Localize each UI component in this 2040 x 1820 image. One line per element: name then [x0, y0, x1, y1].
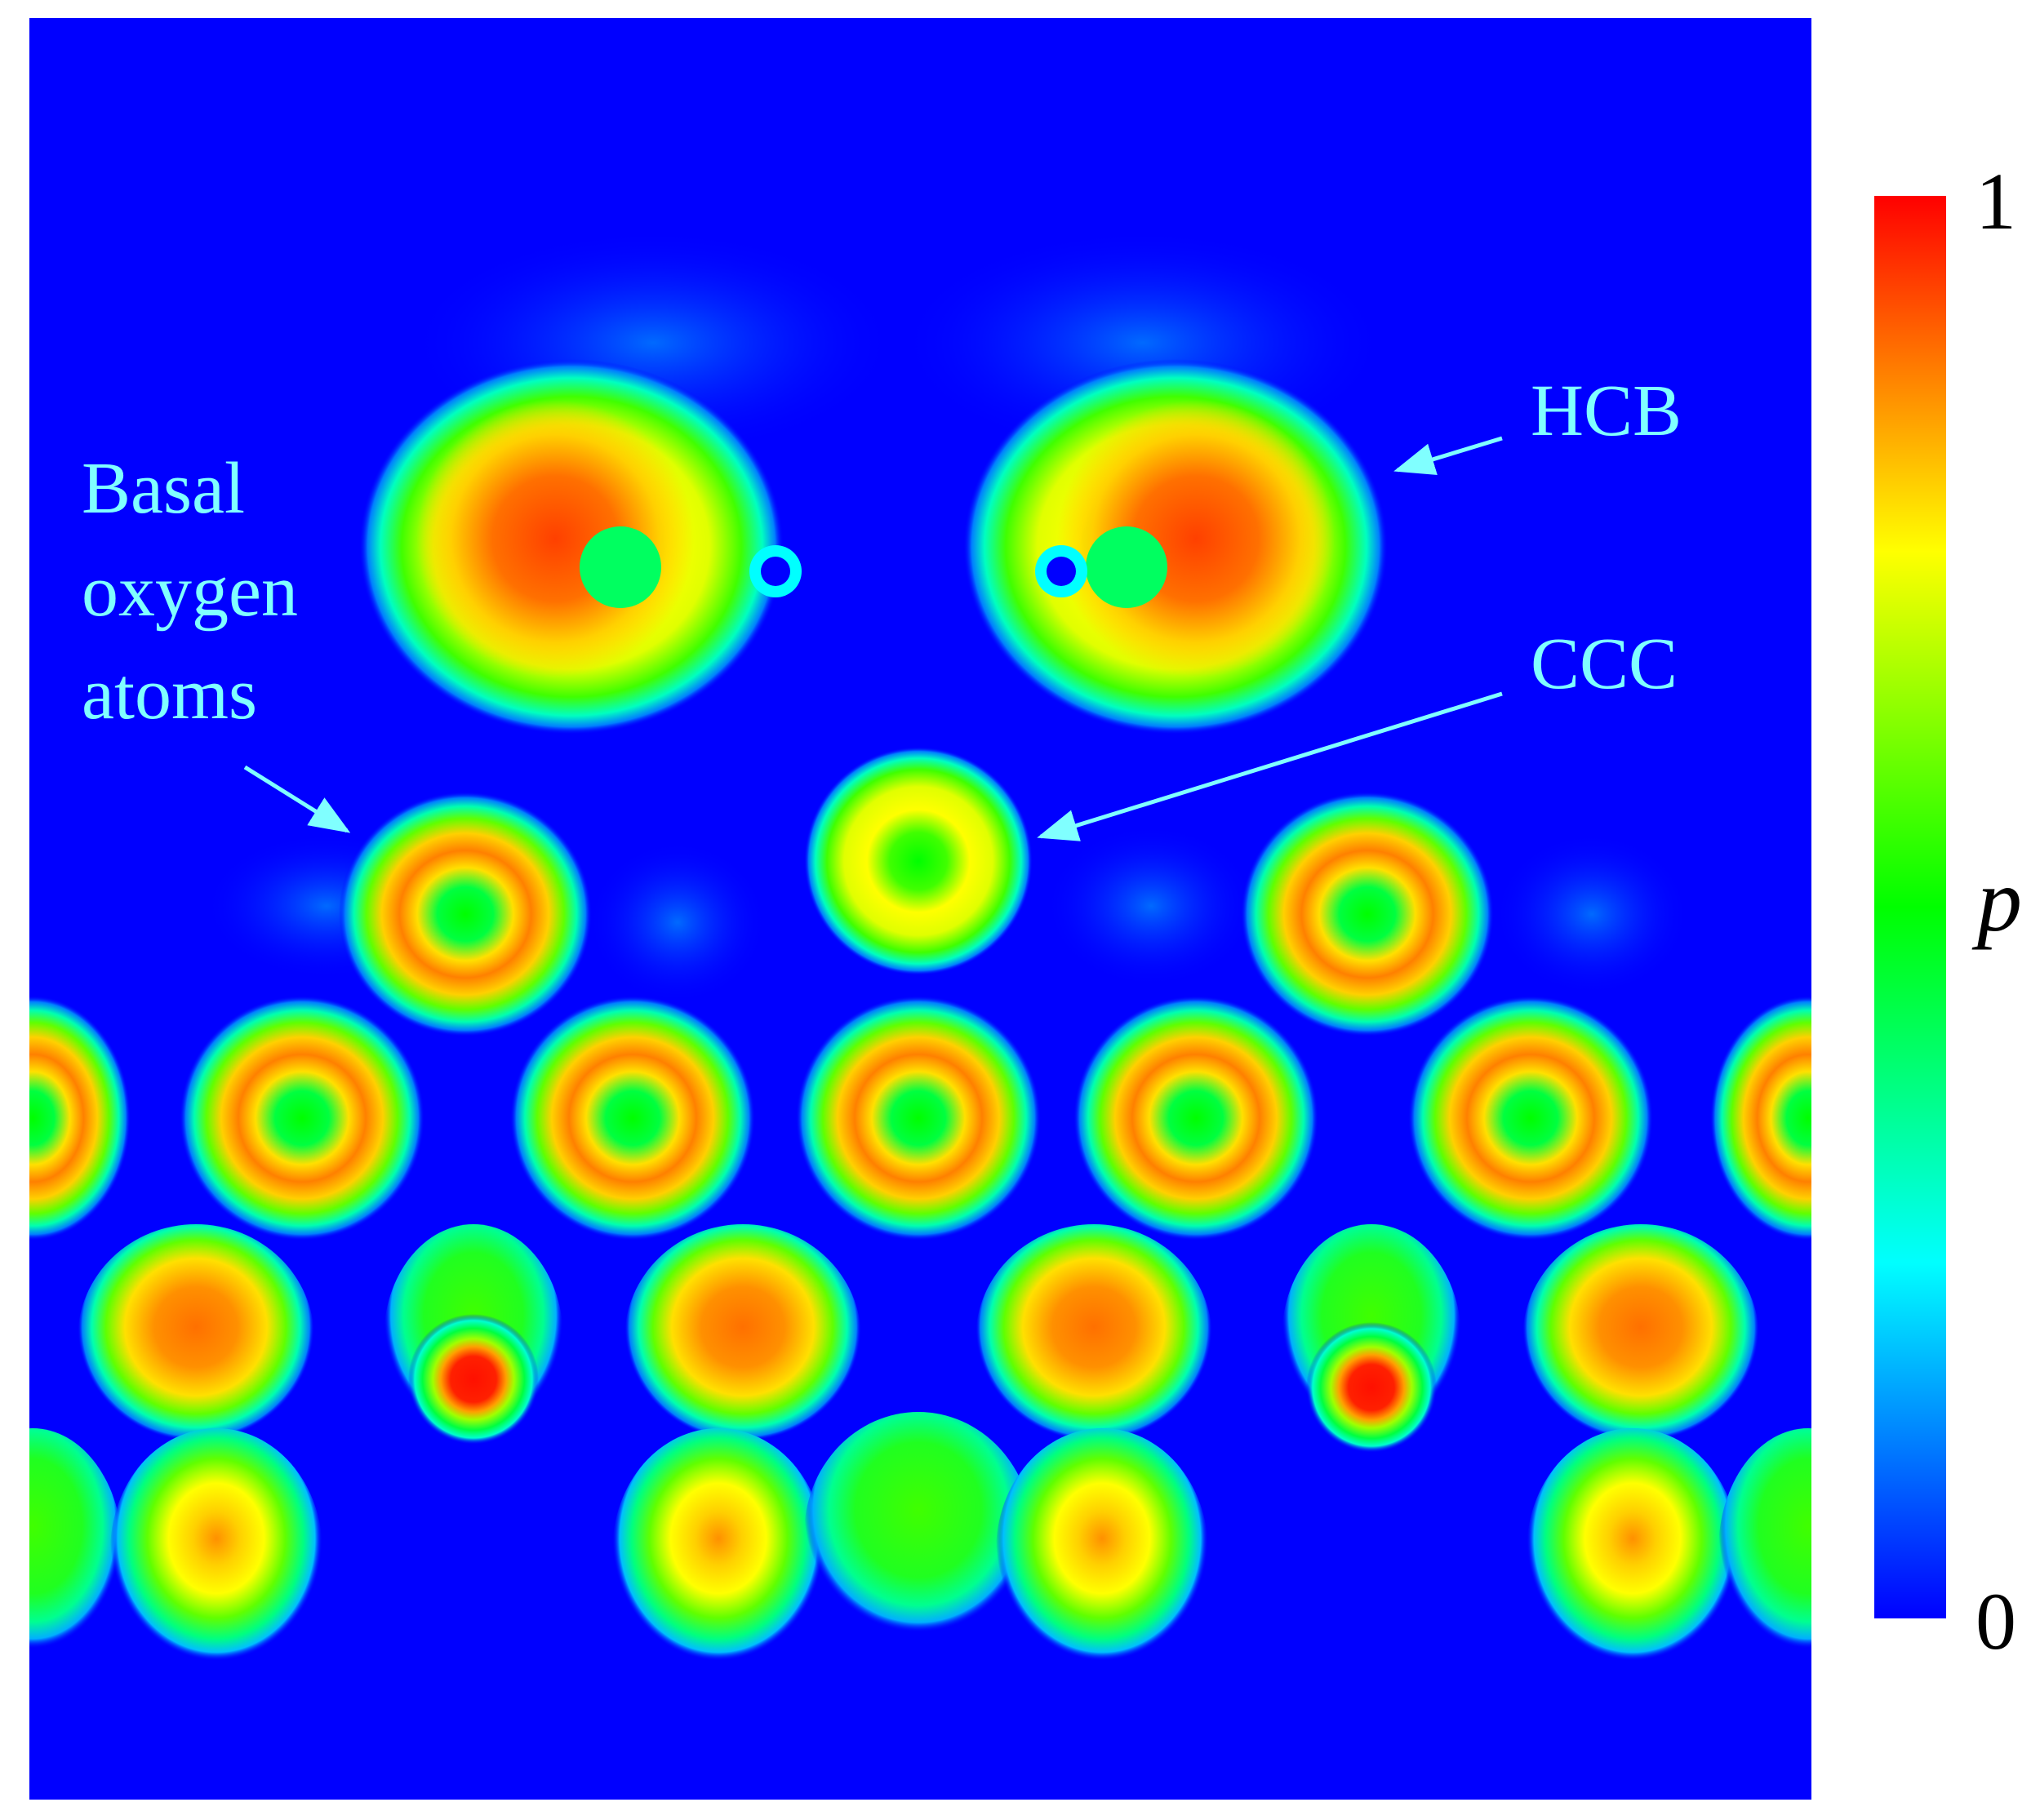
annotation-hcb: HCB: [1393, 371, 1682, 476]
colorbar-min-label: 0: [1976, 1576, 2016, 1667]
colorbar: 1 p 0: [1874, 156, 2022, 1667]
basal-label-line-2: oxygen: [82, 551, 298, 632]
density-map: [29, 18, 1811, 1800]
colorbar-axis-label: p: [1971, 850, 2022, 950]
basal-label-line-3: atoms: [82, 654, 257, 735]
hcb-arrow: [1393, 436, 1503, 476]
surface-atom-row: [29, 996, 1811, 1241]
hcb-molecule-right: [963, 359, 1388, 735]
hcb-label: HCB: [1531, 371, 1682, 451]
ccc-molecule: [804, 747, 1033, 975]
ccc-label: CCC: [1531, 624, 1678, 704]
annotation-ccc: CCC: [1037, 624, 1678, 841]
basal-oxygen-row: [339, 792, 1494, 1037]
ccc-arrow: [1037, 691, 1503, 841]
basal-arrow: [243, 765, 351, 833]
annotation-basal-oxygen: Basal oxygen atoms: [82, 448, 351, 833]
colorbar-max-label: 1: [1976, 156, 2016, 246]
subsurface-atom-row: [78, 1224, 1759, 1453]
colorbar-gradient: [1874, 196, 1946, 1618]
basal-label-line-1: Basal: [82, 448, 245, 529]
bottom-atom-row: [29, 1412, 1811, 1673]
hcb-molecule-left: [359, 359, 802, 735]
